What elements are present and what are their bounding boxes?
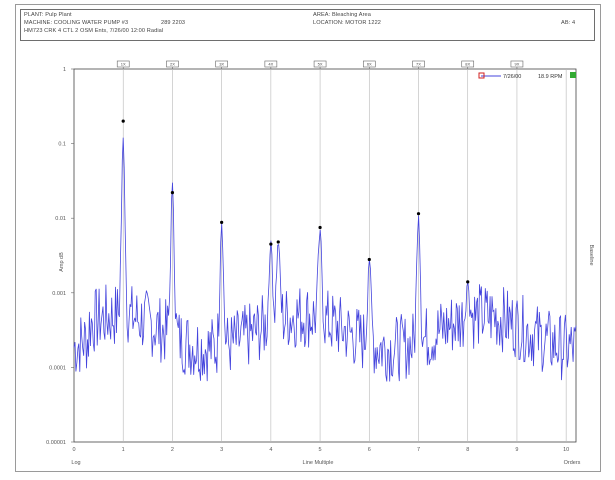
x-tick-labels: 0 1 2 3 4 5 6 7 8 9 10 <box>72 447 569 453</box>
machine-id-label: 289 2203 <box>161 20 186 26</box>
y-tick-label: 0.001 <box>52 291 66 297</box>
harmonic-label: 6X <box>367 62 372 67</box>
x-tick-label: 0 <box>72 447 75 453</box>
plant-label: PLANT: Pulp Plant <box>24 12 72 18</box>
x-tick-label: 2 <box>171 447 174 453</box>
harmonic-label: 1X <box>121 62 126 67</box>
legend-value-label: 18.9 RPM <box>538 74 563 80</box>
y-tick-label: 0.00001 <box>46 440 66 446</box>
legend-swatch <box>478 72 485 79</box>
x-axis-label: Line Multiple <box>303 460 334 466</box>
area-label: AREA: Bleaching Area <box>313 12 371 18</box>
peak-marker <box>466 280 470 284</box>
location-label: LOCATION: MOTOR 1222 <box>313 20 382 26</box>
x-tick-label: 9 <box>515 447 518 453</box>
spectrum-line <box>73 137 577 382</box>
peak-markers <box>121 119 470 284</box>
x-tick-label: 3 <box>220 447 223 453</box>
series-trace <box>73 137 577 382</box>
y-tick-label: 0.0001 <box>49 365 66 371</box>
y-tick-label: 0.01 <box>55 216 66 222</box>
harmonic-label: 9X <box>514 62 519 67</box>
x-tick-label: 10 <box>563 447 569 453</box>
x-tick-label: 5 <box>319 447 322 453</box>
peak-marker <box>269 242 273 246</box>
plot-area <box>73 68 577 443</box>
right-axis-label: Baseline <box>588 244 594 265</box>
peak-marker <box>276 240 280 244</box>
legend: 7/26/00 18.9 RPM <box>478 72 576 80</box>
peak-marker <box>220 220 224 224</box>
harmonic-label: 3X <box>219 62 224 67</box>
peak-marker <box>121 119 125 123</box>
harmonic-label: 5X <box>318 62 323 67</box>
legend-series-label: 7/26/00 <box>503 74 521 80</box>
harmonic-label: 2X <box>170 62 175 67</box>
grid <box>71 68 567 443</box>
x-tick-label: 8 <box>466 447 469 453</box>
x-tick-label: 7 <box>417 447 420 453</box>
ab-label: AB: 4 <box>561 20 576 26</box>
peak-marker <box>367 257 371 262</box>
measurement-point-label: HM723 CRK 4 CTL 2 OSM Ents, 7/26/00 12:0… <box>24 28 164 34</box>
legend-check-icon <box>570 72 576 78</box>
y-axis-label: Amp dB <box>59 252 65 272</box>
y-tick-labels: 1 0.1 0.01 0.001 0.0001 0.00001 <box>46 67 66 446</box>
peak-marker <box>318 225 322 230</box>
peak-marker <box>416 212 421 216</box>
x-tick-label: 1 <box>122 447 125 453</box>
chart-header: PLANT: Pulp Plant MACHINE: COOLING WATER… <box>20 9 595 41</box>
x-tick-label: 6 <box>368 447 371 453</box>
machine-label: MACHINE: COOLING WATER PUMP #3 <box>24 20 129 26</box>
x-tick-label: 4 <box>269 447 272 453</box>
corner-left-label: Log <box>71 460 80 466</box>
y-tick-label: 1 <box>63 67 66 73</box>
harmonic-label: 7X <box>416 62 421 67</box>
harmonic-markers: 1X 2X 3X 4X 5X 6X 7X 8X 9X <box>116 60 524 69</box>
harmonic-label: 4X <box>268 62 273 67</box>
peak-marker <box>170 191 175 195</box>
y-tick-label: 0.1 <box>58 142 66 148</box>
harmonic-label: 8X <box>465 62 470 67</box>
corner-right-label: Orders <box>564 460 581 466</box>
